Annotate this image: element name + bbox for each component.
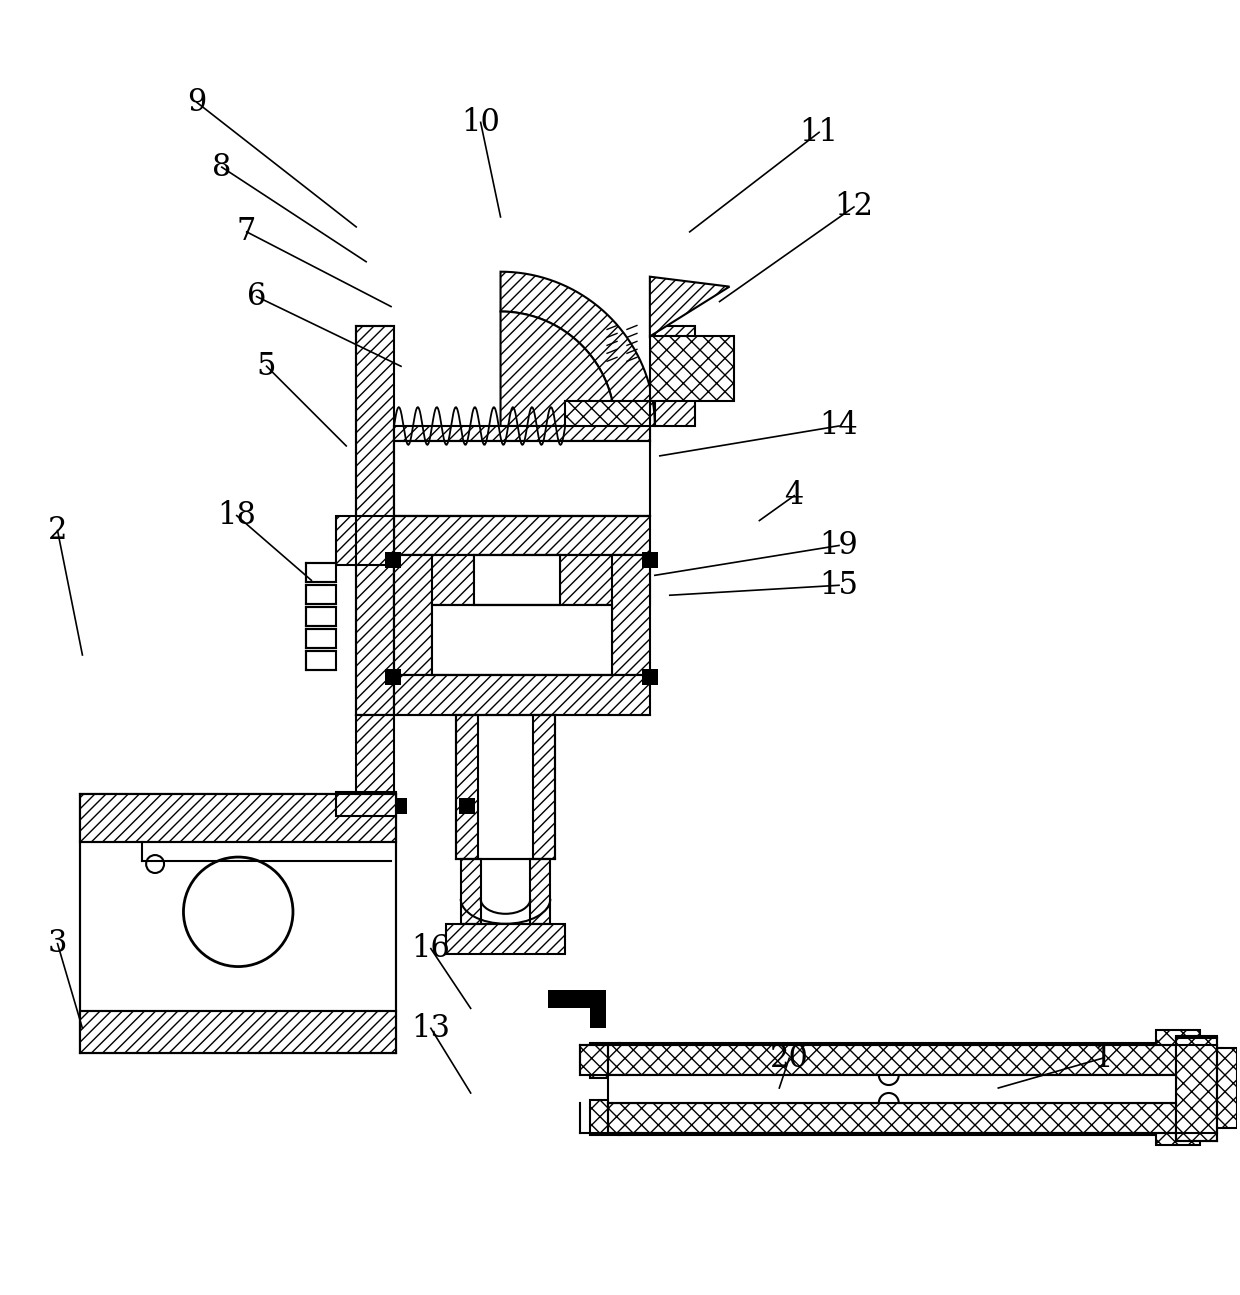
Text: 19: 19 xyxy=(820,530,858,561)
Bar xyxy=(655,326,694,426)
Bar xyxy=(306,585,336,605)
Text: 5: 5 xyxy=(257,351,277,382)
Bar xyxy=(336,793,396,816)
Bar xyxy=(588,1045,1176,1075)
Bar xyxy=(306,629,336,648)
Bar xyxy=(386,553,401,569)
Text: 10: 10 xyxy=(461,107,500,137)
Bar xyxy=(1176,1036,1218,1141)
Bar xyxy=(394,426,650,440)
Bar xyxy=(336,515,394,566)
Bar xyxy=(548,991,606,1009)
Text: 4: 4 xyxy=(785,480,804,512)
Bar xyxy=(356,326,394,715)
Bar xyxy=(618,1077,1156,1099)
Bar xyxy=(394,556,432,675)
Bar xyxy=(81,1011,396,1053)
Circle shape xyxy=(184,857,293,966)
Circle shape xyxy=(146,855,164,873)
Bar xyxy=(386,670,401,685)
Bar xyxy=(1183,1048,1238,1128)
Bar xyxy=(394,440,650,515)
Bar xyxy=(590,1044,620,1077)
Text: 16: 16 xyxy=(412,934,450,965)
Bar xyxy=(461,859,481,923)
Bar xyxy=(642,670,658,685)
Text: 13: 13 xyxy=(412,1013,450,1044)
Text: 2: 2 xyxy=(48,515,67,546)
Text: 8: 8 xyxy=(212,152,232,183)
Text: 14: 14 xyxy=(820,411,858,442)
Bar xyxy=(590,1009,606,1028)
Bar xyxy=(608,1075,1176,1103)
Bar xyxy=(306,651,336,670)
Bar xyxy=(590,1099,620,1134)
Bar xyxy=(635,1093,1183,1128)
Bar xyxy=(650,337,734,401)
Bar xyxy=(615,1048,1183,1077)
Text: 18: 18 xyxy=(217,500,257,531)
Bar xyxy=(608,1103,1176,1133)
Bar xyxy=(456,715,477,859)
Bar xyxy=(306,607,336,625)
Bar xyxy=(432,605,613,675)
Bar xyxy=(1156,1031,1200,1145)
Bar xyxy=(394,556,474,605)
Bar xyxy=(560,556,650,605)
Bar xyxy=(618,1044,1156,1077)
Text: 7: 7 xyxy=(237,216,257,247)
Polygon shape xyxy=(501,312,615,426)
Bar xyxy=(531,859,551,923)
Bar xyxy=(459,798,475,815)
Bar xyxy=(446,923,565,953)
Text: 1: 1 xyxy=(1094,1042,1112,1074)
Bar xyxy=(394,515,650,556)
Polygon shape xyxy=(501,272,655,426)
Bar xyxy=(474,556,560,605)
Text: 3: 3 xyxy=(48,929,67,960)
Text: 15: 15 xyxy=(820,570,858,601)
Bar xyxy=(615,1048,1223,1077)
Polygon shape xyxy=(650,277,729,337)
Bar xyxy=(613,556,650,675)
Bar xyxy=(356,715,394,794)
Bar xyxy=(533,715,556,859)
Text: 9: 9 xyxy=(187,87,207,118)
Bar xyxy=(306,563,336,583)
Text: 12: 12 xyxy=(835,192,873,223)
Bar xyxy=(642,553,658,569)
Text: 6: 6 xyxy=(247,281,267,312)
Bar xyxy=(391,798,407,815)
Bar xyxy=(565,401,650,445)
Bar xyxy=(81,794,396,842)
Text: 20: 20 xyxy=(770,1042,808,1074)
Bar xyxy=(580,1045,608,1075)
Bar xyxy=(618,1083,1156,1096)
Bar xyxy=(394,675,650,715)
Bar xyxy=(635,1077,1203,1093)
Bar xyxy=(81,794,396,1053)
Bar xyxy=(618,1099,1156,1134)
Text: 11: 11 xyxy=(800,117,838,148)
